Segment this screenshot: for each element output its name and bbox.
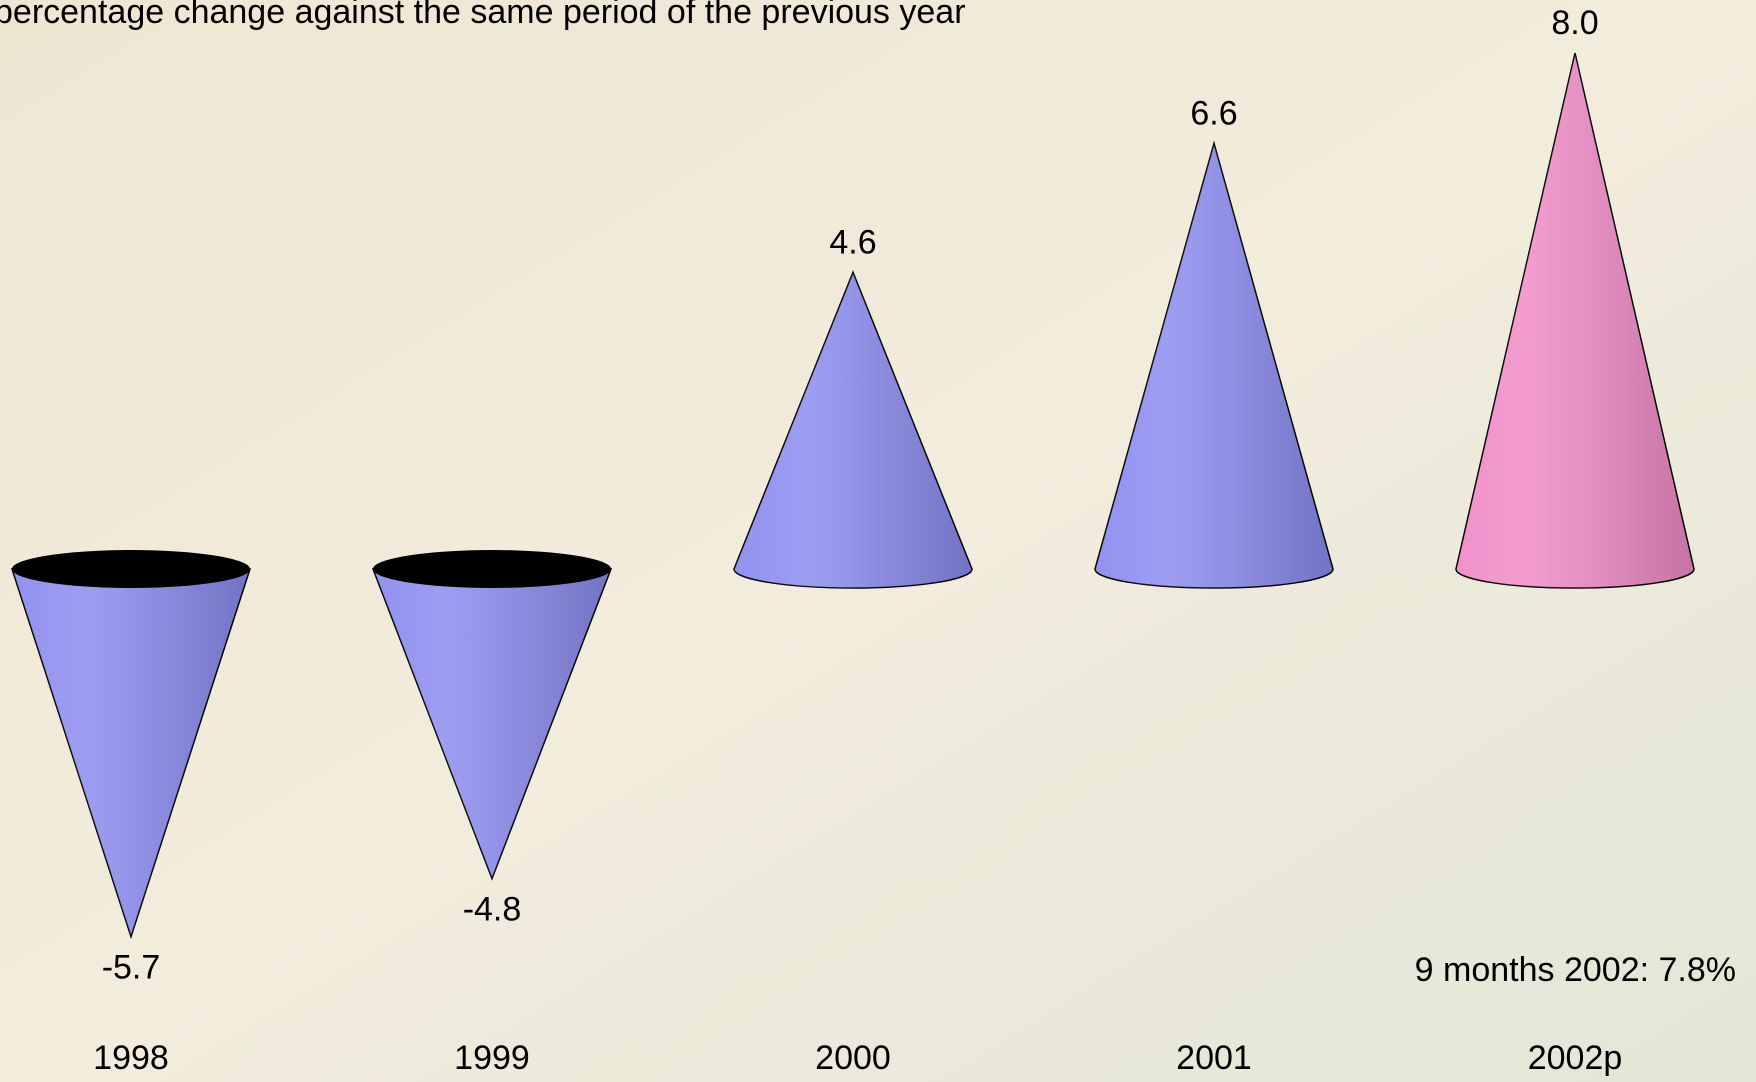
value-label: 8.0 — [1551, 4, 1598, 42]
x-tick-label: 2001 — [1176, 1039, 1252, 1077]
cone-top — [373, 550, 611, 588]
x-tick-label: 1998 — [93, 1039, 169, 1077]
x-tick-label: 1999 — [454, 1039, 530, 1077]
cone-shade — [12, 569, 250, 937]
chart-subtitle: percentage change against the same perio… — [0, 0, 966, 31]
value-label: -5.7 — [102, 949, 161, 987]
cone-top — [12, 550, 250, 588]
cone-shade — [373, 569, 611, 879]
annotation: 9 months 2002: 7.8% — [1415, 951, 1736, 989]
value-label: 6.6 — [1190, 94, 1237, 132]
value-label: -4.8 — [463, 891, 522, 929]
cone-shade — [1095, 143, 1333, 589]
value-label: 4.6 — [829, 223, 876, 261]
x-tick-label: 2002p — [1528, 1039, 1623, 1077]
x-tick-label: 2000 — [815, 1039, 891, 1077]
cone-shade — [734, 272, 972, 588]
cone-shade — [1456, 53, 1694, 588]
